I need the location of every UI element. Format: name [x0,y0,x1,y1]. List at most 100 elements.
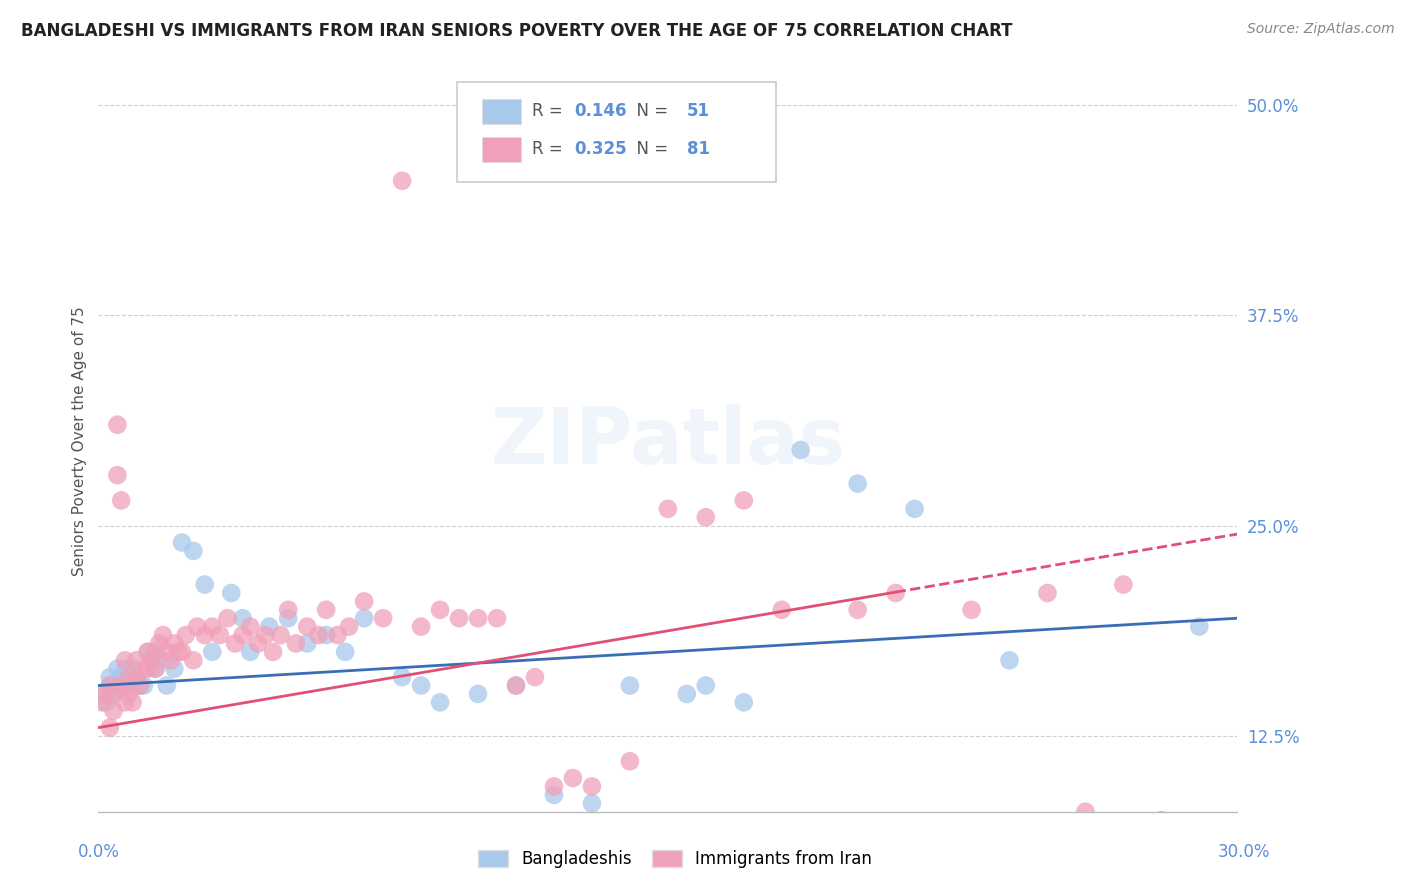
Text: BANGLADESHI VS IMMIGRANTS FROM IRAN SENIORS POVERTY OVER THE AGE OF 75 CORRELATI: BANGLADESHI VS IMMIGRANTS FROM IRAN SENI… [21,22,1012,40]
Point [156,645,179,659]
Point [429,695,451,709]
Point [132,679,155,693]
Point [148,653,170,667]
Point [922,830,945,844]
Point [1112,858,1135,872]
Point [337,619,360,633]
Point [152,628,174,642]
Point [619,679,641,693]
Point [110,493,132,508]
Point [411,619,433,633]
Point [1074,805,1097,819]
Point [136,645,159,659]
Point [91,687,114,701]
Bar [482,137,522,162]
Point [1112,577,1135,591]
Point [259,619,281,633]
Point [186,619,208,633]
Point [174,628,197,642]
Point [201,619,224,633]
Point [232,611,254,625]
Point [562,771,585,785]
Point [391,670,413,684]
Text: 0.0%: 0.0% [77,843,120,861]
Point [335,645,357,659]
Point [486,611,509,625]
Point [163,636,186,650]
Point [581,797,603,811]
Point [145,645,167,659]
Point [277,611,299,625]
Point [239,645,262,659]
Point [145,662,167,676]
Point [114,695,136,709]
Point [884,586,907,600]
Point [114,679,136,693]
Point [98,679,121,693]
Point [163,662,186,676]
Point [107,417,129,432]
Point [121,679,143,693]
Point [194,577,217,591]
Point [315,603,337,617]
Text: 30.0%: 30.0% [1218,843,1271,861]
Bar [482,99,522,124]
Point [505,679,527,693]
Point [262,645,284,659]
Point [790,442,813,457]
Point [619,754,641,768]
Point [239,619,262,633]
Point [114,653,136,667]
Point [141,653,163,667]
Point [136,662,159,676]
Point [170,645,193,659]
Point [505,679,527,693]
Point [91,695,114,709]
Y-axis label: Seniors Poverty Over the Age of 75: Seniors Poverty Over the Age of 75 [72,307,87,576]
Point [94,695,117,709]
Point [297,636,319,650]
Point [98,670,121,684]
Point [657,501,679,516]
Point [676,687,699,701]
Point [136,645,159,659]
Point [371,611,394,625]
Point [695,510,717,524]
Point [254,628,277,642]
Point [308,628,330,642]
Point [118,670,141,684]
Point [1150,813,1173,827]
Point [543,788,565,802]
Point [145,662,167,676]
Point [107,662,129,676]
Point [110,679,132,693]
Point [125,670,148,684]
Text: R =: R = [533,102,568,120]
Point [315,628,337,642]
Point [770,603,793,617]
Point [148,636,170,650]
Point [998,653,1021,667]
Point [1188,619,1211,633]
Point [132,662,155,676]
Point [297,619,319,633]
Point [449,611,471,625]
Point [103,687,125,701]
Point [581,780,603,794]
Point [277,603,299,617]
Point [107,679,129,693]
FancyBboxPatch shape [457,82,776,183]
Point [121,695,143,709]
Point [1188,822,1211,836]
Point [94,687,117,701]
Text: R =: R = [533,140,568,158]
Text: 0.325: 0.325 [575,140,627,158]
Point [201,645,224,659]
Text: Source: ZipAtlas.com: Source: ZipAtlas.com [1247,22,1395,37]
Point [904,501,927,516]
Point [114,662,136,676]
Text: N =: N = [626,140,673,158]
Point [846,603,869,617]
Point [170,535,193,549]
Point [411,679,433,693]
